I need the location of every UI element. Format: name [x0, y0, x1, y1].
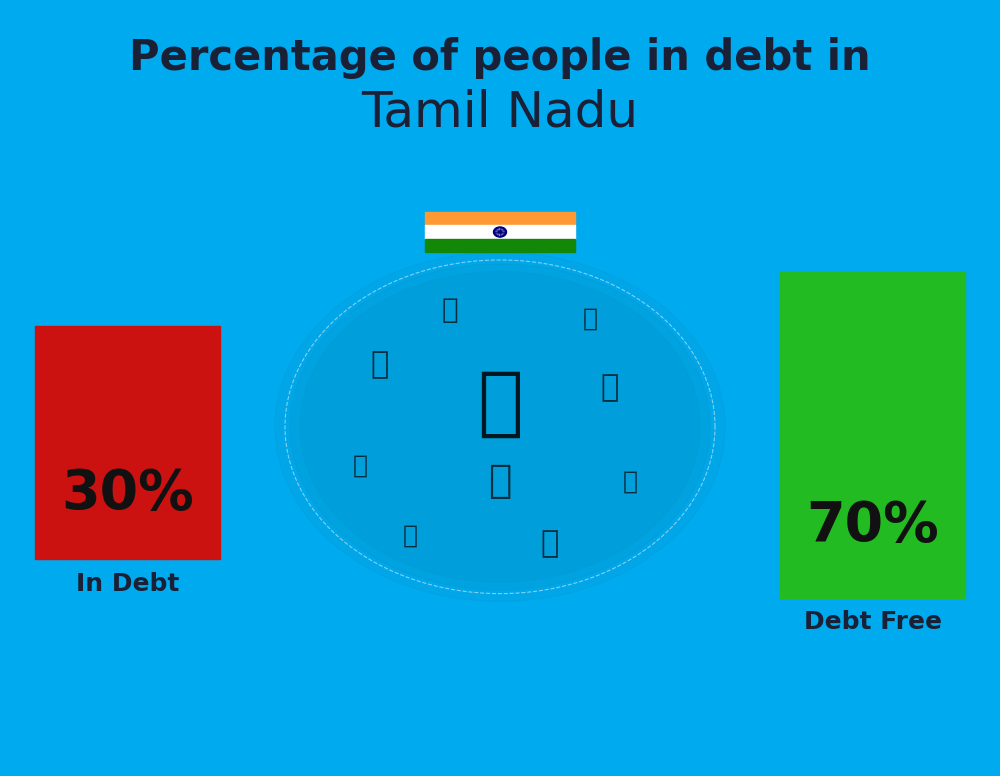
Circle shape — [499, 231, 501, 233]
Text: 🚗: 🚗 — [541, 528, 559, 558]
Text: 🏦: 🏦 — [477, 366, 523, 441]
Bar — [425, 239, 575, 252]
Text: Tamil Nadu: Tamil Nadu — [362, 88, 639, 137]
Bar — [425, 225, 575, 239]
Text: 🔒: 🔒 — [352, 454, 368, 477]
Circle shape — [496, 229, 504, 235]
Text: 🦅: 🦅 — [371, 350, 389, 379]
Text: 📱: 📱 — [622, 469, 638, 493]
Circle shape — [300, 272, 700, 582]
Circle shape — [275, 252, 725, 601]
Text: 💰: 💰 — [488, 462, 512, 500]
Text: Percentage of people in debt in: Percentage of people in debt in — [129, 37, 871, 79]
Circle shape — [494, 227, 507, 237]
Text: In Debt: In Debt — [76, 572, 179, 595]
Bar — [35, 326, 220, 559]
Text: 30%: 30% — [61, 466, 194, 521]
Bar — [425, 212, 575, 225]
Text: Debt Free: Debt Free — [804, 611, 942, 634]
Circle shape — [290, 264, 710, 590]
Text: 💼: 💼 — [402, 524, 417, 547]
Text: 🎓: 🎓 — [601, 373, 619, 403]
Text: 💵: 💵 — [442, 296, 458, 324]
Text: 🏠: 🏠 — [582, 307, 598, 330]
Bar — [780, 272, 965, 598]
Text: 70%: 70% — [806, 499, 939, 553]
